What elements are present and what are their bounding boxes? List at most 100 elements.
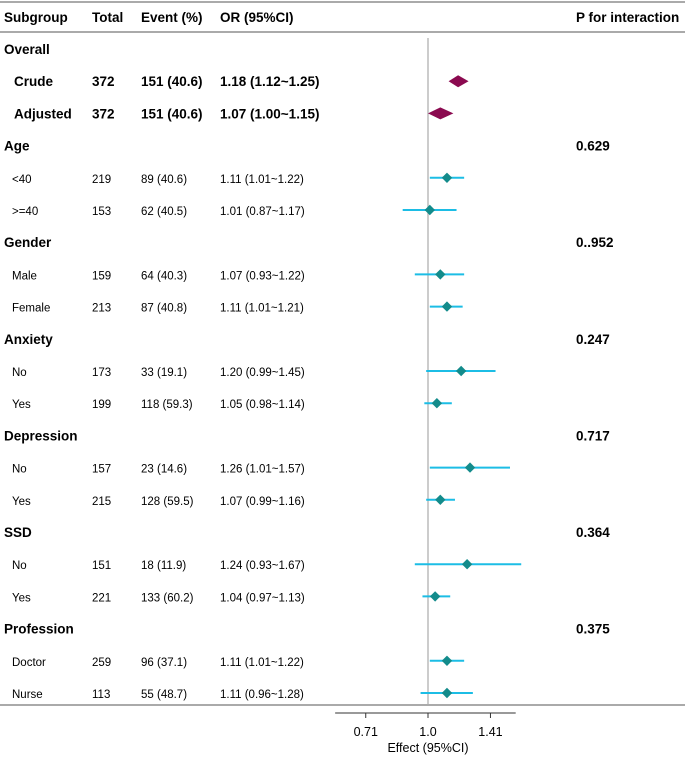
row-event: 62 (40.5) xyxy=(141,206,187,218)
point-estimate xyxy=(464,462,476,473)
row-total: 153 xyxy=(92,206,111,218)
row-event: 64 (40.3) xyxy=(141,270,187,282)
x-tick-label: 0.71 xyxy=(354,725,378,739)
row-total: 259 xyxy=(92,657,111,669)
forest-row: Depression 0.717 xyxy=(4,428,610,443)
row-or: 1.07 (0.93~1.22) xyxy=(220,270,305,282)
forest-row: <40 219 89 (40.6) 1.11 (1.01~1.22) xyxy=(12,172,465,186)
row-or: 1.11 (1.01~1.22) xyxy=(220,657,304,669)
row-event: 18 (11.9) xyxy=(141,560,186,572)
header-or: OR (95%CI) xyxy=(220,10,294,25)
row-event: 55 (48.7) xyxy=(141,689,187,701)
row-or: 1.24 (0.93~1.67) xyxy=(220,560,305,572)
row-label: >=40 xyxy=(12,206,38,218)
row-event: 128 (59.5) xyxy=(141,496,194,508)
p-interaction: 0.247 xyxy=(576,332,610,347)
row-event: 33 (19.1) xyxy=(141,367,187,379)
forest-row: Male 159 64 (40.3) 1.07 (0.93~1.22) xyxy=(12,269,465,282)
header-total: Total xyxy=(92,10,123,25)
x-tick-label: 1.0 xyxy=(419,725,436,739)
forest-row: Doctor 259 96 (37.1) 1.11 (1.01~1.22) xyxy=(12,655,465,669)
forest-row: Overall xyxy=(4,42,50,57)
row-label: Nurse xyxy=(12,689,43,701)
forest-row: Anxiety 0.247 xyxy=(4,332,610,347)
row-event: 96 (37.1) xyxy=(141,657,187,669)
point-estimate xyxy=(435,269,446,280)
row-label: No xyxy=(12,464,27,476)
row-event: 151 (40.6) xyxy=(141,106,203,121)
row-or: 1.11 (0.96~1.28) xyxy=(220,689,304,701)
row-label: No xyxy=(12,560,27,572)
row-label: Yes xyxy=(12,399,31,411)
row-total: 199 xyxy=(92,399,111,411)
forest-row: No 173 33 (19.1) 1.20 (0.99~1.45) xyxy=(12,365,496,379)
row-total: 159 xyxy=(92,270,111,282)
group-label: Profession xyxy=(4,622,74,637)
row-total: 113 xyxy=(92,689,110,701)
row-or: 1.04 (0.97~1.13) xyxy=(220,592,305,604)
group-label: Age xyxy=(4,139,30,154)
row-or: 1.11 (1.01~1.22) xyxy=(220,174,304,186)
row-total: 372 xyxy=(92,106,115,121)
forest-row: Yes 215 128 (59.5) 1.07 (0.99~1.16) xyxy=(12,494,455,508)
point-estimate xyxy=(441,655,453,666)
point-estimate xyxy=(461,559,473,570)
point-estimate xyxy=(441,172,453,183)
row-label: <40 xyxy=(12,174,32,186)
row-or: 1.18 (1.12~1.25) xyxy=(220,74,319,89)
row-label: Doctor xyxy=(12,657,46,669)
row-label: Adjusted xyxy=(14,106,72,121)
point-estimate xyxy=(455,365,467,377)
row-or: 1.05 (0.98~1.14) xyxy=(220,399,305,411)
group-label: Anxiety xyxy=(4,332,53,347)
group-label: SSD xyxy=(4,525,32,540)
row-label: Yes xyxy=(12,592,31,604)
group-label: Overall xyxy=(4,42,50,57)
p-interaction: 0..952 xyxy=(576,235,614,250)
point-estimate xyxy=(435,494,446,505)
forest-row: Profession 0.375 xyxy=(4,622,610,637)
row-total: 221 xyxy=(92,592,111,604)
row-total: 372 xyxy=(92,74,115,89)
group-label: Gender xyxy=(4,235,52,250)
row-total: 219 xyxy=(92,174,111,186)
forest-rows: Overall Crude 372 151 (40.6) 1.18 (1.12~1.25… xyxy=(4,38,614,705)
row-event: 151 (40.6) xyxy=(141,74,203,89)
forest-row: Age 0.629 xyxy=(4,139,610,154)
row-or: 1.01 (0.87~1.17) xyxy=(220,206,305,218)
forest-row: Female 213 87 (40.8) 1.11 (1.01~1.21) xyxy=(12,301,463,315)
p-interaction: 0.717 xyxy=(576,428,610,443)
point-estimate xyxy=(424,204,436,216)
forest-row: Crude 372 151 (40.6) 1.18 (1.12~1.25) xyxy=(14,74,469,89)
row-event: 89 (40.6) xyxy=(141,174,187,186)
row-or: 1.07 (0.99~1.16) xyxy=(220,496,305,508)
header-p-interaction: P for interaction xyxy=(576,10,679,25)
row-label: Yes xyxy=(12,496,31,508)
x-axis: 0.71 1.0 1.41 Effect (95%CI) xyxy=(335,712,516,755)
row-event: 118 (59.3) xyxy=(141,399,193,411)
row-total: 151 xyxy=(92,560,111,572)
forest-row: Nurse 113 55 (48.7) 1.11 (0.96~1.28) xyxy=(12,687,473,701)
x-axis-title: Effect (95%CI) xyxy=(387,741,468,755)
row-label: Male xyxy=(12,270,37,282)
x-tick-label: 1.41 xyxy=(478,725,502,739)
row-event: 87 (40.8) xyxy=(141,303,187,315)
forest-row: No 157 23 (14.6) 1.26 (1.01~1.57) xyxy=(12,462,510,476)
forest-row: Yes 199 118 (59.3) 1.05 (0.98~1.14) xyxy=(12,398,452,411)
point-estimate xyxy=(441,687,453,699)
forest-row: >=40 153 62 (40.5) 1.01 (0.87~1.17) xyxy=(12,204,457,218)
forest-row: Gender 0..952 xyxy=(4,235,614,250)
row-total: 157 xyxy=(92,464,111,476)
point-estimate xyxy=(441,301,453,312)
point-estimate xyxy=(431,398,443,409)
row-label: Female xyxy=(12,303,50,315)
overall-diamond xyxy=(428,107,454,120)
row-event: 133 (60.2) xyxy=(141,592,194,604)
header-subgroup: Subgroup xyxy=(4,10,68,25)
row-total: 173 xyxy=(92,367,111,379)
row-total: 213 xyxy=(92,303,111,315)
forest-row: Adjusted 372 151 (40.6) 1.07 (1.00~1.15) xyxy=(14,106,454,121)
p-interaction: 0.629 xyxy=(576,139,610,154)
row-or: 1.26 (1.01~1.57) xyxy=(220,464,305,476)
